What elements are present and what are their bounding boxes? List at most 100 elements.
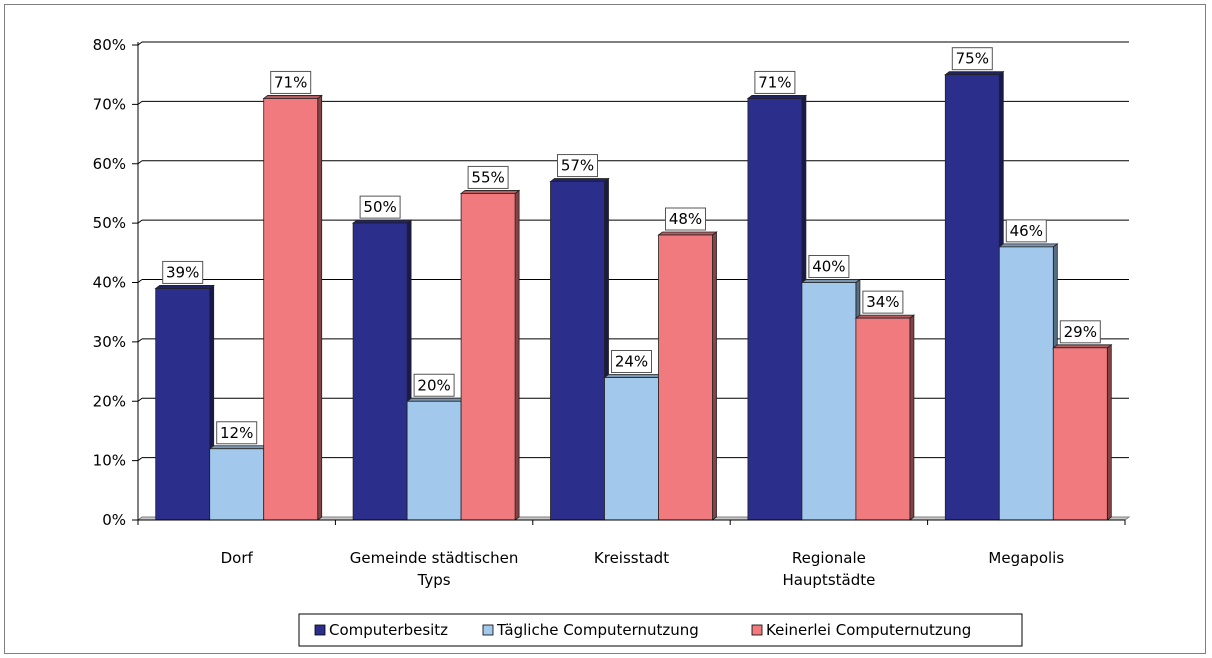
data-label-box (1059, 320, 1101, 344)
data-label-text: 50% (363, 198, 396, 216)
bar (603, 373, 664, 521)
bar-front (352, 222, 408, 521)
legend-swatch (482, 624, 494, 636)
data-label-box (162, 260, 204, 284)
bar-top (944, 71, 1005, 76)
bars (154, 70, 1113, 521)
bar (1052, 344, 1113, 521)
data-labels: 39% 12% 71% 50% 20% 55% 57% 24% 48% 71% 40% 34% 75% 4… (162, 47, 1101, 445)
data-label-box (951, 47, 993, 71)
bar-front (550, 181, 605, 521)
legend: Computerbesitz Tägliche Computernutzung Ke… (298, 613, 1023, 647)
bar-front (998, 246, 1054, 521)
data-label-box (413, 373, 455, 397)
gridline-depth (137, 100, 143, 105)
data-label: 24% (611, 350, 652, 373)
data-label: 39% (162, 260, 204, 284)
legend-swatch (751, 624, 763, 636)
gridline-depth (137, 397, 143, 402)
bar (746, 94, 808, 521)
data-label-box (665, 207, 706, 231)
data-label-text: 12% (220, 424, 253, 442)
bar-top (154, 285, 215, 289)
data-label: 12% (216, 421, 258, 445)
data-label: 20% (413, 373, 455, 397)
bar-front (944, 74, 1000, 521)
bar-front (658, 234, 713, 521)
x-category-label: Gemeinde städtischen Typs (350, 549, 519, 589)
data-label-box (467, 165, 509, 189)
gridline-depth (137, 338, 143, 343)
bar-side (712, 231, 717, 521)
bar-front (855, 317, 911, 521)
data-label-text: 57% (561, 157, 594, 175)
y-axis: 0% 10% 20% 30% 40% 50% 60% 70% 80% (93, 36, 139, 529)
data-label-text: 55% (471, 168, 504, 186)
bar-top (549, 178, 610, 182)
data-label: 46% (1005, 219, 1047, 243)
bar-top (351, 219, 413, 224)
bar-top (800, 279, 862, 283)
data-label-text: 29% (1064, 323, 1097, 341)
bar-top (405, 397, 467, 402)
bar (657, 231, 718, 521)
legend-label: Keinerlei Computernutzung (766, 621, 971, 639)
data-label-text: 34% (866, 293, 899, 311)
gridline-depth (137, 457, 143, 462)
data-label: 57% (557, 154, 598, 178)
data-label-text: 71% (274, 73, 307, 91)
x-category-label: Kreisstadt (594, 549, 669, 567)
bar-front (406, 400, 462, 521)
data-label: 40% (808, 255, 850, 278)
data-label-text: 40% (812, 258, 845, 276)
legend-label: Tägliche Computernutzung (496, 621, 699, 639)
data-label-text: 71% (758, 73, 791, 91)
bar-side (909, 314, 915, 521)
bar-front (209, 448, 265, 521)
gridline-depth (137, 219, 143, 224)
bar-top (657, 231, 718, 236)
bar-top (262, 95, 323, 99)
bar (459, 189, 521, 521)
y-tick-label: 80% (93, 36, 126, 54)
x-category-label: Dorf (221, 549, 254, 567)
data-label: 50% (359, 195, 401, 219)
gridline-depth (137, 41, 143, 46)
data-label: 48% (665, 207, 706, 231)
bar-side (1106, 344, 1112, 521)
bar-top (854, 314, 916, 319)
data-label-box (216, 421, 258, 445)
bar-top (459, 190, 521, 194)
data-label-text: 46% (1010, 222, 1043, 240)
bar-front (155, 288, 211, 521)
bar (154, 284, 215, 521)
data-label-box (808, 255, 850, 278)
bar-front (1052, 347, 1108, 521)
bar-top (746, 95, 808, 99)
data-label-box (557, 154, 598, 178)
data-label-box (611, 350, 652, 373)
bar (351, 219, 413, 521)
legend-item: Tägliche Computernutzung (482, 621, 699, 639)
bar-top (208, 445, 269, 450)
bar-front (263, 98, 319, 521)
data-label-text: 39% (166, 263, 199, 281)
bar-top (1052, 344, 1113, 349)
bar (944, 70, 1005, 521)
bar-front (604, 377, 659, 521)
legend-item: Computerbesitz (314, 621, 448, 639)
bar-top (603, 374, 664, 378)
bar-top (998, 243, 1059, 248)
bar-front (801, 282, 857, 521)
bar (208, 444, 269, 521)
data-label-text: 24% (615, 353, 648, 371)
x-axis: Dorf Gemeinde städtischen Typs Kreisstadt Re… (137, 519, 1126, 589)
data-label-box (1005, 219, 1047, 243)
bar (549, 177, 610, 521)
x-category-label: Regionale Hauptstädte (782, 549, 875, 589)
legend-item: Keinerlei Computernutzung (751, 621, 971, 639)
gridline-depth (137, 160, 143, 165)
bar-side (514, 189, 520, 521)
data-label: 55% (467, 165, 509, 189)
y-tick-label: 70% (93, 95, 126, 113)
